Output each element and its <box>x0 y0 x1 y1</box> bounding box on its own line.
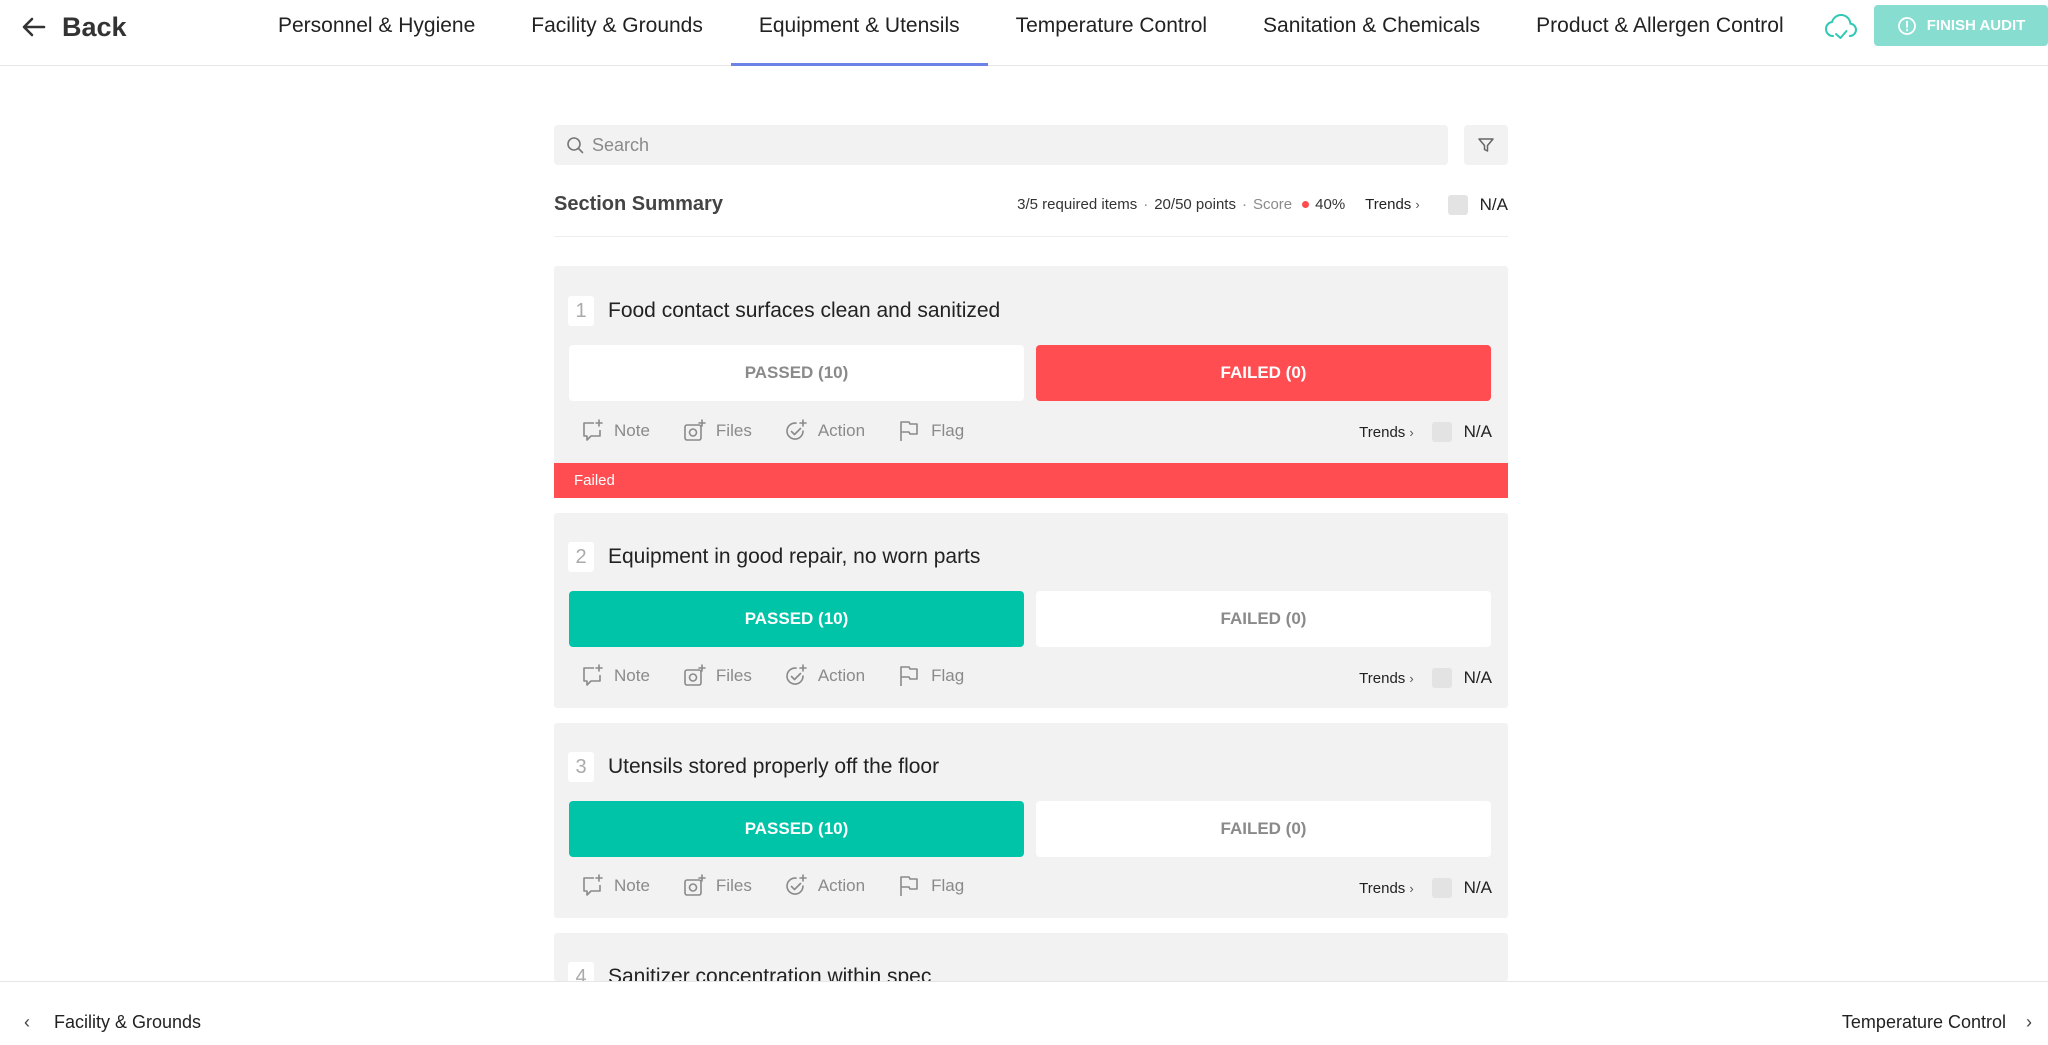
camera-add-icon <box>684 419 706 441</box>
chevron-right-icon: › <box>2026 1012 2032 1032</box>
tab-product-allergen-control[interactable]: Product & Allergen Control <box>1536 14 1784 37</box>
flag-button[interactable]: Flag <box>897 874 964 898</box>
item-na-toggle[interactable]: N/A <box>1431 668 1492 688</box>
tab-personnel-hygiene[interactable]: Personnel & Hygiene <box>278 14 476 37</box>
item-na-toggle[interactable]: N/A <box>1431 422 1492 442</box>
failed-button[interactable]: FAILED (0) <box>1036 345 1491 401</box>
score-status-dot <box>1302 201 1310 208</box>
score-label: Score <box>1252 196 1293 213</box>
check-circle-add-icon <box>786 419 807 440</box>
passed-button[interactable]: PASSED (10) <box>569 345 1024 401</box>
camera-add-icon <box>684 874 706 896</box>
note-button[interactable]: Note <box>580 664 650 688</box>
item-trends-link[interactable]: Trends › <box>1359 669 1414 687</box>
flag-button[interactable]: Flag <box>897 419 964 443</box>
section-pager: ‹ Facility & Grounds Temperature Control… <box>0 981 2048 1045</box>
note-add-icon <box>583 664 603 686</box>
note-button[interactable]: Note <box>580 874 650 898</box>
search-input[interactable] <box>592 134 1412 156</box>
previous-section-label: Facility & Grounds <box>54 1012 202 1032</box>
item-question: Sanitizer concentration within spec <box>608 965 932 981</box>
back-button[interactable]: Back <box>20 8 127 46</box>
chevron-left-icon: ‹ <box>24 1012 30 1032</box>
item-na-toggle[interactable]: N/A <box>1431 878 1492 898</box>
item-number: 2 <box>568 542 594 572</box>
passed-button[interactable]: PASSED (10) <box>569 591 1024 647</box>
item-number: 4 <box>568 962 594 981</box>
note-add-icon <box>583 419 603 441</box>
files-button[interactable]: Files <box>682 419 752 443</box>
camera-add-icon <box>684 664 706 686</box>
check-circle-add-icon <box>786 664 807 685</box>
audit-item: 1 Food contact surfaces clean and saniti… <box>554 266 1508 498</box>
section-tabs: Personnel & Hygiene Facility & Grounds E… <box>250 0 1812 66</box>
action-button[interactable]: Action <box>784 874 865 898</box>
flag-icon <box>900 421 918 441</box>
summary-na-toggle[interactable]: N/A <box>1447 194 1508 215</box>
na-checkbox[interactable] <box>1431 878 1452 898</box>
failed-button[interactable]: FAILED (0) <box>1036 801 1491 857</box>
filter-icon <box>1478 138 1494 152</box>
na-checkbox[interactable] <box>1447 194 1468 215</box>
search-box <box>554 125 1448 165</box>
failed-status-banner: Failed <box>554 463 1508 498</box>
finish-audit-button[interactable]: FINISH AUDIT <box>1874 5 2048 46</box>
na-checkbox[interactable] <box>1431 422 1452 442</box>
audit-item: 4 Sanitizer concentration within spec <box>554 933 1508 981</box>
item-question: Utensils stored properly off the floor <box>608 755 940 778</box>
tab-equipment-utensils[interactable]: Equipment & Utensils <box>730 0 988 66</box>
required-items-count: 3/5 required items <box>1017 196 1138 213</box>
chevron-right-icon: › <box>1409 424 1414 440</box>
item-trends-link[interactable]: Trends › <box>1359 879 1414 897</box>
item-number: 3 <box>568 752 594 782</box>
note-add-icon <box>583 874 603 896</box>
na-checkbox[interactable] <box>1431 668 1452 688</box>
top-bar: Back Personnel & Hygiene Facility & Grou… <box>0 0 2048 66</box>
flag-icon <box>900 666 918 686</box>
chevron-right-icon: › <box>1409 880 1414 896</box>
next-section-button[interactable]: Temperature Control › <box>1842 1012 2032 1033</box>
chevron-right-icon: › <box>1415 197 1420 212</box>
files-button[interactable]: Files <box>682 874 752 898</box>
tab-sanitation-chemicals[interactable]: Sanitation & Chemicals <box>1263 14 1481 37</box>
audit-item: 3 Utensils stored properly off the floor… <box>554 723 1508 918</box>
chevron-right-icon: › <box>1409 670 1414 686</box>
failed-button[interactable]: FAILED (0) <box>1036 591 1491 647</box>
item-trends-link[interactable]: Trends › <box>1359 423 1414 441</box>
arrow-left-icon <box>22 17 46 37</box>
files-button[interactable]: Files <box>682 664 752 688</box>
tab-facility-grounds[interactable]: Facility & Grounds <box>531 14 703 37</box>
info-icon <box>1897 16 1916 35</box>
previous-section-button[interactable]: ‹ Facility & Grounds <box>24 1012 201 1033</box>
finish-audit-label: FINISH AUDIT <box>1926 17 2026 34</box>
check-circle-add-icon <box>786 874 807 895</box>
item-question: Equipment in good repair, no worn parts <box>608 545 981 568</box>
action-button[interactable]: Action <box>784 664 865 688</box>
tab-temperature-control[interactable]: Temperature Control <box>1015 14 1208 37</box>
audit-item: 2 Equipment in good repair, no worn part… <box>554 513 1508 708</box>
note-button[interactable]: Note <box>580 419 650 443</box>
section-summary-title: Section Summary <box>554 193 723 215</box>
main-content: Section Summary 3/5 required items · 20/… <box>554 125 1508 237</box>
search-icon <box>567 137 584 154</box>
points-count: 20/50 points <box>1154 196 1236 213</box>
cloud-sync-icon[interactable] <box>1824 12 1858 42</box>
section-summary: Section Summary 3/5 required items · 20/… <box>554 187 1508 237</box>
item-number: 1 <box>568 296 594 326</box>
filter-button[interactable] <box>1464 125 1508 165</box>
next-section-label: Temperature Control <box>1841 1012 2006 1032</box>
score-value: 40% <box>1315 196 1346 213</box>
flag-icon <box>900 876 918 896</box>
item-question: Food contact surfaces clean and sanitize… <box>608 299 1001 322</box>
back-label: Back <box>62 11 127 42</box>
passed-button[interactable]: PASSED (10) <box>569 801 1024 857</box>
flag-button[interactable]: Flag <box>897 664 964 688</box>
summary-trends-link[interactable]: Trends › <box>1365 196 1420 213</box>
action-button[interactable]: Action <box>784 419 865 443</box>
